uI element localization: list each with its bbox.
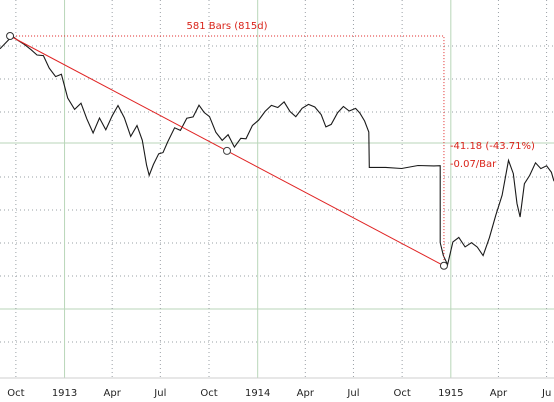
x-tick-label-0: Oct	[7, 388, 24, 399]
measure-per-bar-label: -0.07/Bar	[450, 159, 497, 170]
measure-anchor-mid[interactable]	[222, 146, 231, 155]
x-tick-label-8: Oct	[393, 388, 410, 399]
x-tick-label-6: Apr	[297, 388, 315, 399]
x-tick-label-10: Apr	[490, 388, 508, 399]
x-axis-ticks: Oct 1913 Apr Jul Oct 1914 Apr Jul Oct 1915 Apr Ju	[7, 388, 551, 399]
measure-bars-label: 581 Bars (815d)	[186, 21, 267, 32]
x-tick-label-1: 1913	[52, 388, 77, 399]
measure-anchor-start[interactable]	[6, 32, 15, 40]
x-tick-label-3: Jul	[153, 388, 166, 399]
x-tick-label-9: 1915	[438, 388, 463, 399]
x-tick-label-4: Oct	[200, 388, 217, 399]
grid	[0, 0, 554, 378]
x-tick-label-5: 1914	[245, 388, 270, 399]
x-tick-label-11: Ju	[541, 388, 551, 399]
measure-change-label: -41.18 (-43.71%)	[450, 141, 535, 152]
price-series-line[interactable]	[0, 35, 554, 267]
measure-bracket-dotted	[10, 35, 445, 266]
x-tick-label-2: Apr	[104, 388, 122, 399]
measure-anchor-end[interactable]	[439, 261, 448, 270]
x-tick-label-7: Jul	[346, 388, 359, 399]
measure-tool[interactable]: 581 Bars (815d) -41.18 (-43.71%) -0.07/B…	[6, 21, 535, 270]
